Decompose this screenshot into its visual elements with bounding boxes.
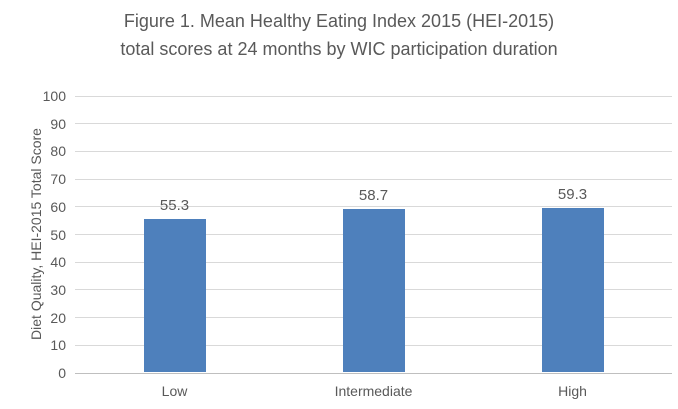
y-tick-label-10: 10 (50, 337, 66, 354)
y-tick-label-70: 70 (50, 171, 66, 188)
gridline-80 (75, 150, 672, 152)
y-tick-label-20: 20 (50, 309, 66, 326)
gridline-100 (75, 95, 672, 97)
y-tick-label-40: 40 (50, 254, 66, 271)
y-tick-label-0: 0 (58, 365, 66, 381)
y-axis-title: Diet Quality, HEI-2015 Total Score (28, 128, 44, 340)
gridline-70 (75, 178, 672, 180)
x-category-label-low: Low (161, 383, 188, 399)
chart-title-line-1: Figure 1. Mean Healthy Eating Index 2015… (123, 11, 555, 31)
x-category-label-intermediate: Intermediate (334, 383, 413, 399)
x-axis-line (75, 372, 672, 374)
data-label-intermediate: 58.7 (358, 187, 389, 205)
y-tick-label-60: 60 (50, 198, 66, 215)
plot-area: 0 10 20 30 40 50 60 70 80 90 100 55.3 Low 58.7 Interme… (43, 88, 672, 399)
bar-low (143, 218, 206, 372)
chart-title: Figure 1. Mean Healthy Eating Index 2015… (0, 7, 678, 63)
y-tick-label-80: 80 (50, 143, 66, 160)
y-tick-label-100: 100 (42, 88, 66, 104)
y-tick-label-50: 50 (50, 226, 66, 243)
bar-intermediate (342, 209, 405, 372)
gridline-60 (75, 206, 672, 208)
chart-title-line-2: total scores at 24 months by WIC partici… (120, 39, 558, 59)
x-category-label-high: High (558, 383, 587, 399)
data-label-high: 59.3 (557, 185, 588, 203)
data-label-low: 55.3 (159, 196, 190, 214)
gridline-90 (75, 123, 672, 125)
bar-high (541, 207, 604, 372)
y-tick-label-30: 30 (50, 281, 66, 298)
y-tick-label-90: 90 (50, 115, 66, 132)
